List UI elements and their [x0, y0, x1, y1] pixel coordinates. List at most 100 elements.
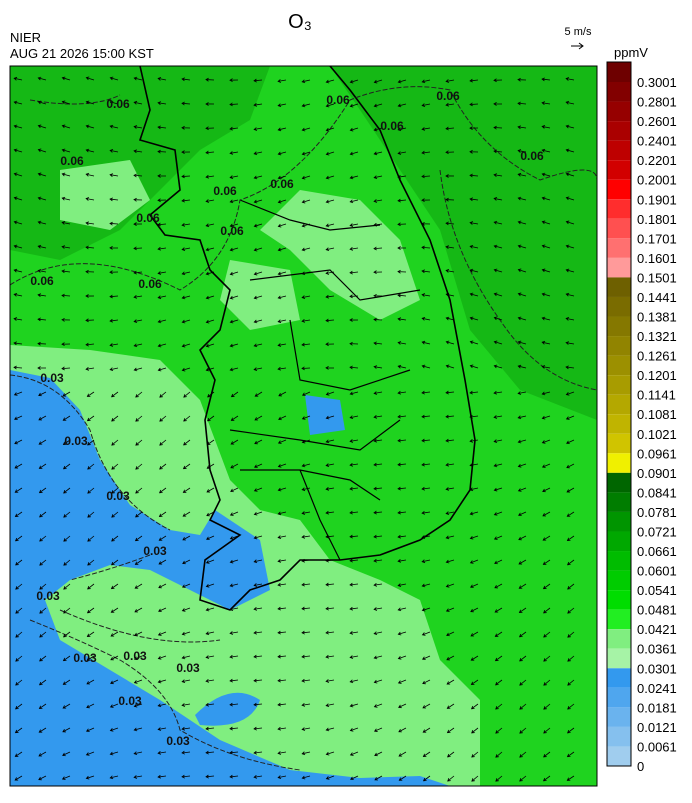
wind-arrow: [422, 751, 431, 757]
wind-arrow: [135, 463, 143, 470]
wind-arrow: [495, 751, 503, 758]
wind-arrow: [301, 391, 311, 396]
wind-arrow: [15, 559, 23, 566]
wind-arrow: [229, 126, 239, 131]
wind-arrow: [86, 631, 95, 637]
wind-arrow: [157, 727, 167, 731]
wind-arrow: [445, 607, 455, 612]
colorbar-box: [607, 687, 631, 708]
wind-arrow: [61, 366, 71, 371]
wind-arrow: [325, 439, 335, 444]
wind-arrow: [85, 294, 95, 298]
wind-arrow: [229, 295, 239, 300]
wind-arrow: [445, 150, 455, 155]
wind-arrow: [397, 607, 407, 612]
wind-arrow: [205, 367, 215, 372]
wind-arrow: [469, 535, 479, 540]
wind-arrow: [397, 390, 407, 395]
wind-arrow: [421, 390, 431, 395]
wind-arrow: [493, 244, 503, 249]
colorbar-box: [607, 648, 631, 669]
wind-arrow: [374, 751, 383, 757]
wind-arrow: [277, 295, 287, 300]
wind-arrow: [13, 124, 23, 129]
wind-arrow: [469, 463, 479, 467]
wind-arrow: [253, 774, 263, 779]
wind-arrow: [541, 340, 551, 345]
wind-arrow: [397, 438, 407, 443]
wind-arrow: [61, 317, 71, 322]
wind-arrow: [62, 439, 71, 446]
wind-arrow: [253, 606, 263, 611]
wind-arrow: [373, 607, 383, 611]
wind-arrow: [566, 511, 575, 517]
wind-arrow: [181, 703, 191, 707]
boundary: [229, 199, 421, 561]
wind-arrow: [157, 77, 167, 81]
wind-arrow: [349, 558, 359, 563]
wind-arrow: [134, 535, 143, 542]
wind-arrow: [39, 583, 47, 590]
wind-arrow: [421, 631, 431, 636]
wind-arrow: [37, 244, 47, 249]
dark-green-area: [330, 66, 597, 420]
wind-arrow: [373, 270, 383, 275]
wind-arrow: [301, 415, 311, 420]
wind-arrow: [398, 775, 407, 781]
contour-label: 0.03: [106, 489, 130, 503]
wind-arrow: [325, 294, 335, 299]
wind-arrow: [63, 583, 71, 590]
wind-arrow: [349, 703, 359, 708]
wind-arrow: [157, 198, 167, 203]
wind-arrow: [205, 607, 215, 612]
wind-arrow: [109, 173, 119, 177]
wind-arrow: [397, 364, 407, 369]
wind-arrow: [277, 606, 287, 611]
wind-arrow: [85, 269, 95, 274]
wind-arrow: [518, 607, 527, 614]
colorbar-label: 0.1381: [637, 310, 677, 325]
wind-arrow: [567, 607, 575, 614]
wind-arrow: [37, 148, 47, 153]
wind-arrow: [494, 655, 503, 662]
wind-arrow: [445, 221, 455, 226]
wind-arrow: [469, 292, 479, 297]
wind-arrow: [446, 655, 455, 661]
wind-arrow: [517, 364, 527, 369]
wind-arrow: [349, 365, 359, 370]
wind-arrow: [87, 463, 95, 470]
wind-arrow: [517, 244, 527, 249]
contour-line: [10, 86, 597, 391]
wind-arrow: [86, 679, 95, 685]
wind-arrow: [517, 511, 527, 517]
wind-arrow: [445, 462, 455, 467]
wind-arrow: [14, 463, 23, 469]
wind-arrow: [159, 391, 167, 398]
wind-arrow: [253, 247, 263, 252]
wind-arrow: [469, 511, 479, 516]
wind-arrow: [253, 463, 263, 469]
wind-arrow: [469, 268, 479, 273]
wind-arrow: [109, 294, 119, 299]
wind-arrow: [13, 148, 23, 153]
wind-arrow: [85, 342, 95, 347]
wind-arrow: [325, 79, 335, 84]
wind-arrow: [470, 655, 479, 661]
wind-arrow: [37, 124, 47, 129]
contour-label: 0.03: [123, 649, 147, 663]
wind-arrow: [541, 101, 551, 105]
wind-arrow: [63, 487, 71, 494]
wind-arrow: [445, 79, 455, 83]
wind-arrow: [567, 703, 575, 710]
wind-arrow: [109, 197, 119, 202]
wind-arrow: [277, 127, 287, 132]
colorbar-label: 0.0061: [637, 739, 677, 754]
colorbar-box: [607, 707, 631, 727]
colorbar-box: [607, 472, 631, 493]
wind-arrow: [181, 223, 191, 227]
wind-arrow: [110, 583, 119, 590]
wind-arrow: [157, 246, 167, 251]
wind-arrow: [206, 415, 215, 422]
wind-arrow: [181, 319, 191, 324]
wind-arrow: [277, 151, 287, 156]
